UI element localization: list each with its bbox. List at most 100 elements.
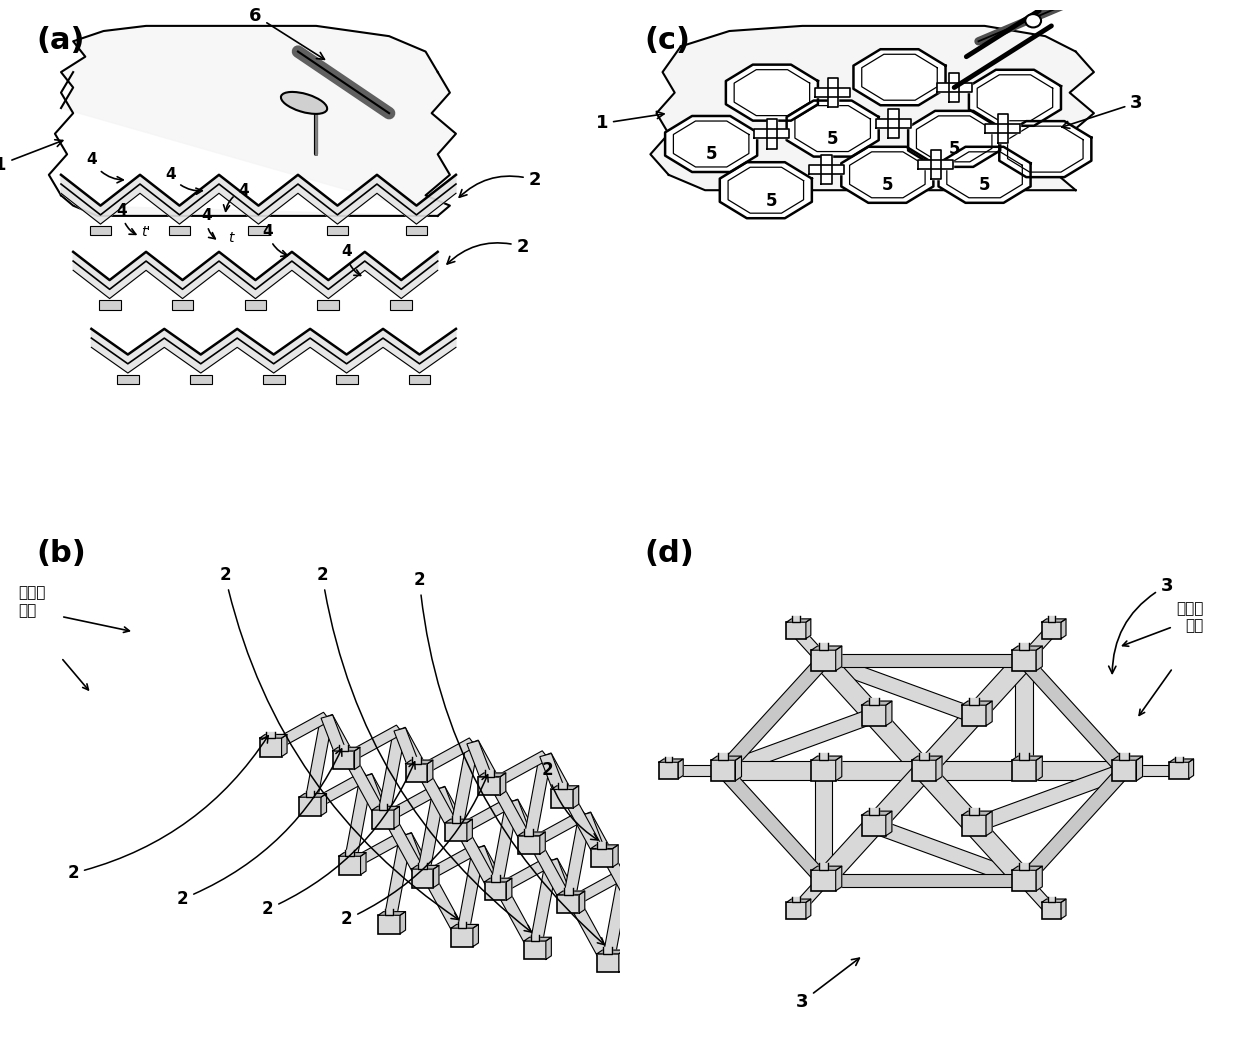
Polygon shape <box>378 912 405 915</box>
Polygon shape <box>445 820 472 823</box>
Polygon shape <box>818 643 828 650</box>
Polygon shape <box>565 869 627 909</box>
Polygon shape <box>417 788 445 879</box>
Polygon shape <box>786 101 879 156</box>
Polygon shape <box>268 713 330 751</box>
Polygon shape <box>345 850 353 856</box>
Polygon shape <box>815 655 883 721</box>
Polygon shape <box>394 727 461 834</box>
Polygon shape <box>405 226 428 235</box>
Text: 2: 2 <box>177 749 342 908</box>
Polygon shape <box>304 716 332 807</box>
Text: 2: 2 <box>542 762 598 840</box>
Polygon shape <box>263 375 285 385</box>
Text: 5: 5 <box>706 146 717 163</box>
Polygon shape <box>491 875 500 882</box>
Polygon shape <box>434 787 461 834</box>
Bar <box>412 869 434 888</box>
Polygon shape <box>281 735 286 757</box>
Polygon shape <box>866 765 932 831</box>
Polygon shape <box>1024 761 1125 780</box>
Polygon shape <box>267 732 275 738</box>
Polygon shape <box>866 709 932 777</box>
Bar <box>712 760 735 781</box>
Polygon shape <box>321 715 388 822</box>
Polygon shape <box>391 301 412 309</box>
Text: 2: 2 <box>459 171 541 197</box>
Polygon shape <box>836 646 842 671</box>
Polygon shape <box>486 750 549 790</box>
Polygon shape <box>1048 897 1055 902</box>
Bar <box>299 798 321 815</box>
Polygon shape <box>558 891 585 895</box>
Polygon shape <box>451 816 460 823</box>
Polygon shape <box>89 226 112 235</box>
Polygon shape <box>875 119 911 128</box>
Polygon shape <box>451 924 479 929</box>
Polygon shape <box>836 756 842 781</box>
Polygon shape <box>485 878 512 882</box>
Polygon shape <box>579 812 608 859</box>
Polygon shape <box>579 891 585 913</box>
Bar <box>332 751 355 769</box>
Polygon shape <box>712 756 742 760</box>
Polygon shape <box>479 773 506 777</box>
Bar <box>485 882 506 900</box>
Polygon shape <box>1012 646 1043 650</box>
Polygon shape <box>936 756 942 781</box>
Polygon shape <box>665 757 672 762</box>
Polygon shape <box>619 872 647 918</box>
Text: 2: 2 <box>341 774 489 929</box>
Polygon shape <box>766 118 777 149</box>
Polygon shape <box>911 756 942 760</box>
Polygon shape <box>827 78 838 108</box>
Polygon shape <box>474 846 541 953</box>
Polygon shape <box>665 116 758 172</box>
Polygon shape <box>412 758 420 764</box>
Polygon shape <box>1012 867 1043 870</box>
Text: 4: 4 <box>263 224 288 257</box>
Polygon shape <box>413 738 476 778</box>
Polygon shape <box>336 375 357 385</box>
Polygon shape <box>379 784 443 824</box>
Polygon shape <box>525 937 552 941</box>
Bar <box>1112 760 1136 781</box>
Polygon shape <box>1042 899 1066 902</box>
Polygon shape <box>754 129 790 138</box>
Polygon shape <box>1037 867 1043 891</box>
Polygon shape <box>1061 899 1066 919</box>
Polygon shape <box>1018 656 1131 774</box>
Polygon shape <box>823 761 924 780</box>
Bar <box>1169 762 1189 779</box>
Polygon shape <box>841 147 934 203</box>
Polygon shape <box>908 111 1001 167</box>
Polygon shape <box>546 858 614 965</box>
Polygon shape <box>1125 765 1179 776</box>
Polygon shape <box>306 791 315 798</box>
Text: 2: 2 <box>219 566 459 919</box>
Polygon shape <box>718 754 728 760</box>
Polygon shape <box>931 150 941 179</box>
Polygon shape <box>546 858 574 905</box>
Text: 3: 3 <box>1109 576 1173 674</box>
Polygon shape <box>117 375 139 385</box>
Polygon shape <box>317 301 340 309</box>
Polygon shape <box>968 70 1061 126</box>
Polygon shape <box>1042 619 1066 623</box>
Polygon shape <box>346 830 409 870</box>
Polygon shape <box>613 845 619 867</box>
Text: t: t <box>228 231 234 244</box>
Polygon shape <box>539 754 568 801</box>
Polygon shape <box>467 741 495 787</box>
Polygon shape <box>965 820 1033 887</box>
Polygon shape <box>92 329 456 373</box>
Text: (d): (d) <box>645 540 694 568</box>
Polygon shape <box>962 701 992 705</box>
Polygon shape <box>885 701 892 725</box>
Polygon shape <box>355 747 360 769</box>
Bar <box>445 823 467 842</box>
Polygon shape <box>888 109 899 138</box>
Polygon shape <box>579 812 647 919</box>
Polygon shape <box>525 829 533 835</box>
Text: (b): (b) <box>37 540 87 568</box>
